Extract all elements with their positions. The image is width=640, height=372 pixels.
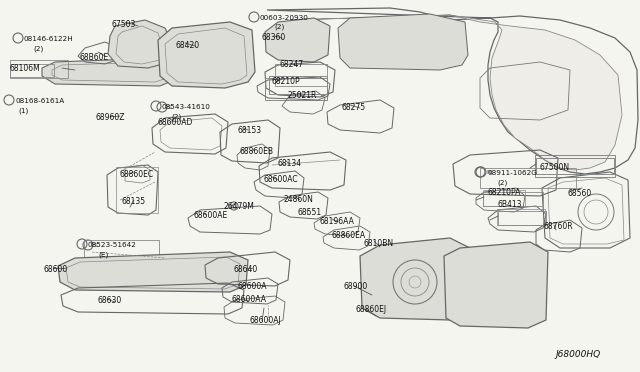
Polygon shape <box>444 242 548 328</box>
Text: (2): (2) <box>274 24 284 31</box>
Bar <box>10 60 68 78</box>
Bar <box>535 155 615 177</box>
Text: 68860EJ: 68860EJ <box>355 305 386 314</box>
Text: 68360: 68360 <box>261 33 285 42</box>
Text: 6810BN: 6810BN <box>363 239 393 248</box>
Bar <box>265 78 327 100</box>
Text: (1): (1) <box>18 107 28 113</box>
Bar <box>275 64 327 86</box>
Text: 68860EB: 68860EB <box>239 147 273 156</box>
Text: 68600AA: 68600AA <box>231 295 266 304</box>
Text: 68600AJ: 68600AJ <box>250 316 282 325</box>
Text: 68900: 68900 <box>344 282 368 291</box>
Text: (2): (2) <box>171 113 181 119</box>
Text: J68000HQ: J68000HQ <box>555 350 600 359</box>
Text: 68135: 68135 <box>122 197 146 206</box>
Bar <box>498 211 546 225</box>
Text: 68600AD: 68600AD <box>157 118 193 127</box>
Bar <box>536 158 614 174</box>
Polygon shape <box>360 238 470 320</box>
Text: 08523-51642: 08523-51642 <box>88 242 137 248</box>
Text: 68600: 68600 <box>43 265 67 274</box>
Text: 08911-1062G: 08911-1062G <box>487 170 537 176</box>
Text: 08146-6122H: 08146-6122H <box>24 36 74 42</box>
Text: 68275: 68275 <box>341 103 365 112</box>
Bar <box>269 76 327 94</box>
Text: 68134: 68134 <box>277 159 301 168</box>
Text: N: N <box>486 170 491 175</box>
Text: 00603-20930: 00603-20930 <box>260 15 309 21</box>
Bar <box>10 64 54 77</box>
Bar <box>497 209 545 225</box>
Text: 08543-41610: 08543-41610 <box>162 104 211 110</box>
Text: 68420: 68420 <box>176 41 200 50</box>
Polygon shape <box>108 20 175 68</box>
Text: 68860EC: 68860EC <box>120 170 154 179</box>
Polygon shape <box>42 58 175 86</box>
Polygon shape <box>58 252 248 292</box>
Text: 68210P: 68210P <box>271 77 300 86</box>
Text: 68B60E: 68B60E <box>80 53 109 62</box>
Text: (E): (E) <box>98 251 108 257</box>
Text: 68196AA: 68196AA <box>320 217 355 226</box>
Text: 67503: 67503 <box>112 20 136 29</box>
Text: 68600AE: 68600AE <box>194 211 228 220</box>
Text: 08168-6161A: 08168-6161A <box>15 98 64 104</box>
Text: 68960Z: 68960Z <box>96 113 125 122</box>
Text: 26479M: 26479M <box>224 202 255 211</box>
Bar <box>483 192 543 206</box>
Polygon shape <box>338 14 468 70</box>
Text: 68560: 68560 <box>568 189 592 198</box>
Text: 68153: 68153 <box>237 126 261 135</box>
Text: 68600AC: 68600AC <box>263 175 298 184</box>
Text: S: S <box>168 105 172 110</box>
Text: 68247: 68247 <box>280 60 304 69</box>
Text: 68106M: 68106M <box>10 64 41 73</box>
Text: (2): (2) <box>33 45 44 51</box>
Text: 68640: 68640 <box>234 265 259 274</box>
Bar <box>483 190 525 206</box>
Text: 6B413: 6B413 <box>498 200 522 209</box>
Text: 25021R: 25021R <box>288 91 317 100</box>
Text: S: S <box>94 243 98 248</box>
Bar <box>480 168 576 188</box>
Polygon shape <box>158 22 255 88</box>
Text: (2): (2) <box>497 179 508 186</box>
Text: 68860EA: 68860EA <box>332 231 366 240</box>
Text: 24860N: 24860N <box>284 195 314 204</box>
Polygon shape <box>265 18 330 62</box>
Text: 68630: 68630 <box>97 296 121 305</box>
Bar <box>116 167 158 213</box>
Text: 68760R: 68760R <box>543 222 573 231</box>
Text: 67500N: 67500N <box>540 163 570 172</box>
Text: 68551: 68551 <box>298 208 322 217</box>
Polygon shape <box>290 15 622 170</box>
Text: 68600A: 68600A <box>238 282 268 291</box>
Bar <box>84 240 159 260</box>
Text: 68210PA: 68210PA <box>487 188 520 197</box>
